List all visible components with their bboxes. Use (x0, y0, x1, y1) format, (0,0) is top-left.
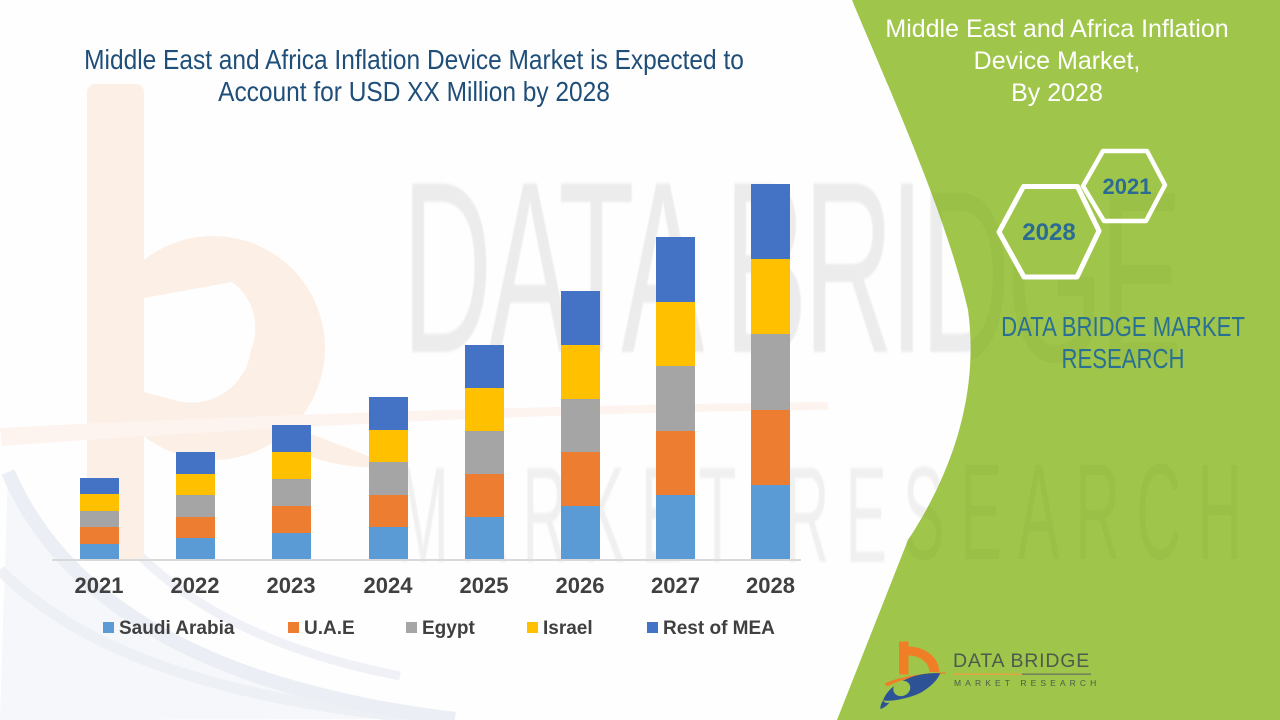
svg-text:MARKET RESEARCH: MARKET RESEARCH (397, 435, 1258, 588)
svg-text:DATA BRIDGE: DATA BRIDGE (953, 650, 1090, 672)
svg-text:MARKET RESEARCH: MARKET RESEARCH (954, 678, 1100, 688)
